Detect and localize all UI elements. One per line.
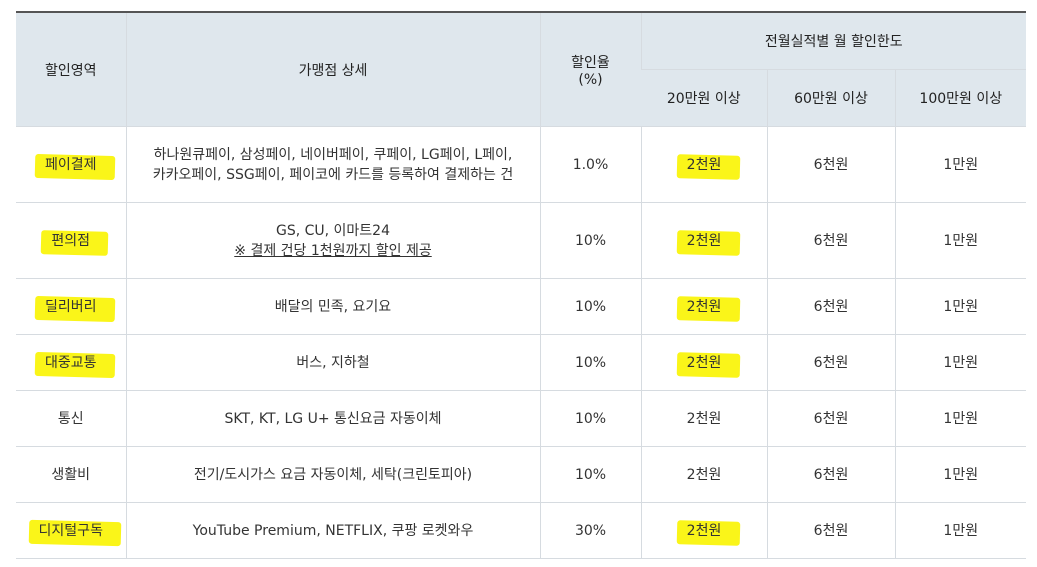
tier2-cell: 6천원 bbox=[766, 446, 895, 503]
area-cell: 페이결제 bbox=[16, 126, 126, 203]
tier2-cell: 6천원 bbox=[766, 390, 895, 447]
tier2-cell: 6천원 bbox=[766, 502, 895, 559]
tier2-cell: 6천원 bbox=[766, 334, 895, 391]
tier1-value: 2천원 bbox=[686, 354, 722, 371]
detail-cell: YouTube Premium, NETFLIX, 쿠팡 로켓와우 bbox=[125, 502, 540, 559]
highlight-mark: 딜리버리 bbox=[45, 297, 97, 317]
header-area: 할인영역 bbox=[16, 11, 126, 127]
rate-cell: 10% bbox=[539, 390, 641, 447]
discount-table-container: 할인영역 가맹점 상세 할인율 (%) 전월실적별 월 할인한도 20만원 이상… bbox=[16, 11, 1027, 559]
tier1-value: 2천원 bbox=[686, 298, 722, 315]
highlight-mark: 대중교통 bbox=[45, 353, 97, 373]
table-row: 생활비 전기/도시가스 요금 자동이체, 세탁(크린토피아) 10% 2천원 6… bbox=[16, 446, 1027, 503]
header-rate-line1: 할인율 bbox=[571, 54, 610, 71]
highlight-mark: 편의점 bbox=[51, 231, 90, 251]
area-label: 페이결제 bbox=[44, 156, 97, 173]
header-rate-line2: (%) bbox=[578, 71, 603, 88]
tier1-value: 2천원 bbox=[686, 522, 722, 539]
highlight-mark: 2천원 bbox=[687, 297, 722, 317]
table-row: 디지털구독 YouTube Premium, NETFLIX, 쿠팡 로켓와우 … bbox=[16, 502, 1027, 559]
tier3-cell: 1만원 bbox=[894, 126, 1027, 203]
tier3-cell: 1만원 bbox=[894, 446, 1027, 503]
header-tier-20: 20만원 이상 bbox=[641, 69, 767, 127]
detail-cell: 버스, 지하철 bbox=[125, 334, 540, 391]
table-row: 페이결제 하나원큐페이, 삼성페이, 네이버페이, 쿠페이, LG페이, L페이… bbox=[16, 126, 1027, 203]
tier1-cell: 2천원 bbox=[640, 446, 767, 503]
area-cell: 디지털구독 bbox=[16, 502, 126, 559]
tier1-cell: 2천원 bbox=[640, 126, 767, 203]
header-tier-60: 60만원 이상 bbox=[766, 69, 895, 127]
header-rate: 할인율 (%) bbox=[539, 11, 641, 127]
tier3-cell: 1만원 bbox=[894, 278, 1027, 335]
rate-cell: 10% bbox=[539, 278, 641, 335]
highlight-mark: 2천원 bbox=[687, 353, 722, 373]
area-label: 디지털구독 bbox=[38, 522, 103, 539]
table-row: 통신 SKT, KT, LG U+ 통신요금 자동이체 10% 2천원 6천원 … bbox=[16, 390, 1027, 447]
tier3-cell: 1만원 bbox=[894, 334, 1027, 391]
tier1-cell: 2천원 bbox=[640, 278, 767, 335]
tier1-cell: 2천원 bbox=[640, 502, 767, 559]
detail-line: 하나원큐페이, 삼성페이, 네이버페이, 쿠페이, LG페이, L페이, bbox=[153, 146, 513, 163]
detail-note: ※ 결제 건당 1천원까지 할인 제공 bbox=[234, 242, 432, 259]
detail-line: 카카오페이, SSG페이, 페이코에 카드를 등록하여 결제하는 건 bbox=[152, 166, 514, 183]
detail-cell: 하나원큐페이, 삼성페이, 네이버페이, 쿠페이, LG페이, L페이, 카카오페… bbox=[125, 126, 540, 203]
rate-cell: 30% bbox=[539, 502, 641, 559]
table-row: 딜리버리 배달의 민족, 요기요 10% 2천원 6천원 1만원 bbox=[16, 278, 1027, 335]
rate-cell: 10% bbox=[539, 202, 641, 279]
tier3-cell: 1만원 bbox=[894, 202, 1027, 279]
table-row: 편의점 GS, CU, 이마트24 ※ 결제 건당 1천원까지 할인 제공 10%… bbox=[16, 202, 1027, 279]
area-label: 딜리버리 bbox=[44, 298, 97, 315]
detail-cell: GS, CU, 이마트24 ※ 결제 건당 1천원까지 할인 제공 bbox=[125, 202, 540, 279]
highlight-mark: 2천원 bbox=[687, 521, 722, 541]
area-cell: 편의점 bbox=[16, 202, 126, 279]
area-label: 대중교통 bbox=[44, 354, 97, 371]
tier1-value: 2천원 bbox=[686, 232, 722, 249]
area-cell: 대중교통 bbox=[16, 334, 126, 391]
tier1-cell: 2천원 bbox=[640, 334, 767, 391]
area-label: 편의점 bbox=[51, 232, 91, 249]
tier3-cell: 1만원 bbox=[894, 390, 1027, 447]
detail-cell: 전기/도시가스 요금 자동이체, 세탁(크린토피아) bbox=[125, 446, 540, 503]
area-cell: 통신 bbox=[16, 390, 126, 447]
detail-cell: 배달의 민족, 요기요 bbox=[125, 278, 540, 335]
header-detail: 가맹점 상세 bbox=[125, 11, 540, 127]
header-limit: 전월실적별 월 할인한도 bbox=[640, 11, 1027, 70]
highlight-mark: 2천원 bbox=[687, 155, 722, 175]
rate-cell: 1.0% bbox=[539, 126, 641, 203]
area-cell: 딜리버리 bbox=[16, 278, 126, 335]
highlight-mark: 2천원 bbox=[687, 231, 722, 251]
area-cell: 생활비 bbox=[16, 446, 126, 503]
detail-line: GS, CU, 이마트24 bbox=[275, 222, 390, 239]
rate-cell: 10% bbox=[539, 446, 641, 503]
table-row: 대중교통 버스, 지하철 10% 2천원 6천원 1만원 bbox=[16, 334, 1027, 391]
tier3-cell: 1만원 bbox=[894, 502, 1027, 559]
highlight-mark: 페이결제 bbox=[45, 155, 97, 175]
highlight-mark: 디지털구독 bbox=[39, 521, 103, 541]
detail-cell: SKT, KT, LG U+ 통신요금 자동이체 bbox=[125, 390, 540, 447]
tier1-value: 2천원 bbox=[686, 156, 722, 173]
header-tier-100: 100만원 이상 bbox=[894, 69, 1027, 127]
tier2-cell: 6천원 bbox=[766, 126, 895, 203]
rate-cell: 10% bbox=[539, 334, 641, 391]
tier1-cell: 2천원 bbox=[640, 202, 767, 279]
tier2-cell: 6천원 bbox=[766, 202, 895, 279]
discount-table: 할인영역 가맹점 상세 할인율 (%) 전월실적별 월 할인한도 20만원 이상… bbox=[16, 11, 1027, 559]
tier2-cell: 6천원 bbox=[766, 278, 895, 335]
tier1-cell: 2천원 bbox=[640, 390, 767, 447]
